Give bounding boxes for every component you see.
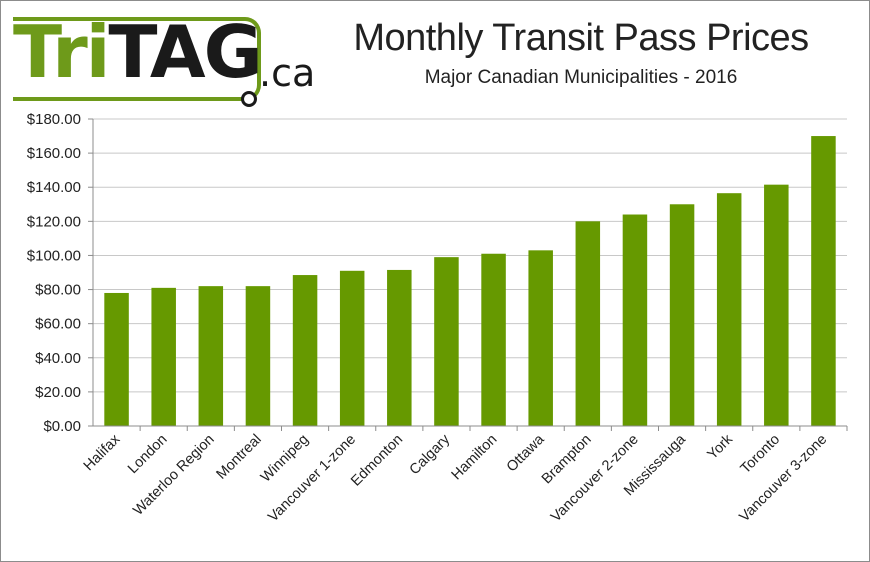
bar	[292, 275, 318, 426]
logo-domain: .ca	[259, 51, 316, 95]
logo-bracket	[13, 17, 261, 101]
y-tick-label: $80.00	[35, 282, 81, 299]
bar	[764, 184, 789, 426]
bar	[198, 286, 224, 426]
y-tick-label: $20.00	[35, 384, 81, 401]
x-tick-label: Waterloo Region	[130, 432, 217, 519]
y-tick-label: $160.00	[27, 145, 81, 162]
chart-title: Monthly Transit Pass Prices	[353, 17, 809, 59]
x-tick-label: York	[705, 431, 737, 463]
chart-subtitle: Major Canadian Municipalities - 2016	[424, 67, 738, 88]
bar	[104, 292, 129, 426]
bars	[104, 136, 836, 427]
bar	[481, 253, 506, 426]
bar	[245, 286, 271, 426]
bar	[339, 270, 365, 426]
x-tick-label: Montreal	[214, 432, 265, 483]
bar	[716, 193, 742, 426]
x-tick-label: Edmonton	[348, 432, 406, 490]
x-tick-label: Vancouver 2-zone	[548, 432, 642, 526]
y-tick-label: $100.00	[27, 247, 81, 264]
logo-dot	[241, 91, 257, 107]
bar	[622, 214, 648, 426]
y-tick-label: $180.00	[27, 111, 81, 128]
logo-tri: Tri	[13, 10, 110, 94]
tritag-logo: TriTAG .ca	[13, 9, 323, 109]
x-tick-label: Toronto	[738, 432, 784, 478]
x-tick-label: Vancouver 1-zone	[265, 432, 359, 526]
y-tick-label: $120.00	[27, 213, 81, 230]
y-tick-label: $40.00	[35, 350, 81, 367]
bar	[811, 136, 836, 427]
y-tick-label: $140.00	[27, 179, 81, 196]
x-tick-label: Calgary	[407, 431, 454, 478]
y-tick-labels: $0.00 $20.00 $40.00 $60.00 $80.00 $100.00 $120…	[27, 111, 81, 435]
x-tick-label: Halifax	[81, 431, 124, 474]
bar	[575, 221, 601, 426]
bar	[151, 287, 176, 426]
x-tick-label: Hamilton	[449, 432, 501, 484]
x-tick-label: London	[125, 432, 171, 478]
x-tick-label: Vancouver 3-zone	[736, 432, 830, 526]
logo-wordmark: TriTAG	[13, 10, 263, 94]
bar	[669, 204, 695, 426]
y-tick-label: $0.00	[43, 418, 81, 435]
y-tick-label: $60.00	[35, 316, 81, 333]
bar	[528, 250, 553, 426]
x-tick-label: Ottawa	[504, 431, 548, 475]
bar	[434, 257, 459, 426]
bar	[387, 269, 412, 426]
logo-tag: TAG	[108, 10, 262, 94]
axes	[88, 118, 848, 431]
